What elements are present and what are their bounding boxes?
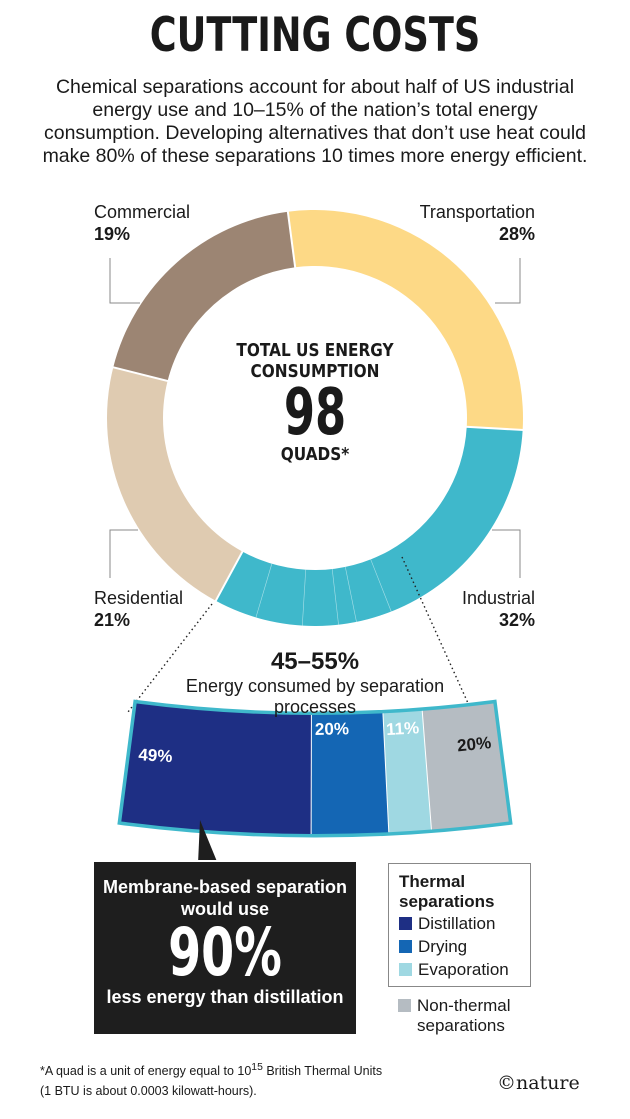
membrane-callout: Membrane-based separation would use 90% … <box>94 862 356 1034</box>
arc-segment-divider <box>421 710 432 830</box>
arc-segment-drying <box>311 713 389 834</box>
separation-description: Energy consumed by separation processes <box>185 676 445 717</box>
label-transportation: Transportation 28% <box>420 201 535 245</box>
industrial-sub-tick <box>331 568 339 625</box>
footnote-line1-post: British Thermal Units <box>262 1064 383 1079</box>
legend-swatch-nonthermal <box>398 999 411 1012</box>
legend-item-evaporation: Evaporation <box>399 958 520 981</box>
donut-slice-transportation <box>287 210 523 430</box>
legend-swatch-distillation <box>399 917 412 930</box>
donut-center-value: 98 <box>283 376 347 450</box>
industrial-sub-tick <box>370 559 392 612</box>
donut-center-title: TOTAL US ENERGY CONSUMPTION <box>236 340 394 382</box>
arc-segment-label: 11% <box>386 718 420 739</box>
leader-line <box>492 529 521 578</box>
footnote-line2: (1 BTU is about 0.0003 kilowatt-hours). <box>40 1084 257 1099</box>
donut-slice-industrial <box>215 426 523 626</box>
legend-label-drying: Drying <box>418 937 468 956</box>
arc-segment-divider <box>382 713 390 833</box>
label-residential: Residential 21% <box>94 587 183 631</box>
donut-center: TOTAL US ENERGY CONSUMPTION 98 QUADS* <box>215 340 415 465</box>
footnote: *A quad is a unit of energy equal to 101… <box>40 1058 382 1101</box>
legend-swatch-evaporation <box>399 963 412 976</box>
label-residential-pct: 21% <box>94 610 131 630</box>
label-transportation-name: Transportation <box>419 202 535 222</box>
footnote-exponent: 15 <box>251 1062 263 1073</box>
page-title: CUTTING COSTS <box>149 8 481 63</box>
industrial-sub-tick <box>345 566 357 622</box>
donut-divider <box>465 425 524 432</box>
arc-segment-label: 20% <box>456 733 492 755</box>
donut-divider <box>214 550 244 603</box>
industrial-sub-tick <box>255 563 273 618</box>
donut-divider <box>286 210 297 269</box>
arc-segment-evaporation <box>382 710 432 833</box>
zoom-dotted-line <box>127 603 213 713</box>
intro-text: Chemical separations account for about h… <box>42 76 588 167</box>
energy-chart: 49% 20% 11% 20% <box>106 210 524 860</box>
legend-box: Thermal separations Distillation Drying … <box>388 863 531 987</box>
label-residential-name: Residential <box>94 588 184 608</box>
nature-logo: ©nature <box>497 1072 580 1094</box>
footnote-line1-pre: *A quad is a unit of energy equal to 10 <box>40 1064 252 1079</box>
legend-item-nonthermal: Non-thermal separations <box>398 996 537 1036</box>
legend-label-evaporation: Evaporation <box>418 960 509 979</box>
legend-label-nonthermal: Non-thermal separations <box>417 996 511 1035</box>
callout-line3: less energy than distillation <box>106 987 344 1007</box>
label-industrial-name: Industrial <box>461 588 535 608</box>
separation-summary: 45–55% Energy consumed by separation pro… <box>160 648 470 718</box>
donut-center-unit: QUADS* <box>280 444 350 465</box>
legend-item-distillation: Distillation <box>399 912 520 935</box>
legend-label-distillation: Distillation <box>418 914 496 933</box>
arc-segment-label: 20% <box>315 719 349 739</box>
legend-item-drying: Drying <box>399 935 520 958</box>
donut-slice-residential <box>106 367 243 601</box>
arc-segment-distillation <box>121 703 312 834</box>
separation-range: 45–55% <box>270 648 360 675</box>
footnote-line1: *A quad is a unit of energy equal to 101… <box>40 1058 382 1081</box>
label-industrial-pct: 32% <box>498 610 535 630</box>
label-commercial-pct: 19% <box>94 224 131 244</box>
callout-pointer-icon <box>198 820 217 860</box>
donut-slice-commercial <box>113 211 296 381</box>
leader-lines <box>109 258 521 578</box>
arc-segment-label: 49% <box>138 745 173 766</box>
label-commercial: Commercial 19% <box>94 201 190 245</box>
donut-divider <box>112 366 169 383</box>
legend-swatch-drying <box>399 940 412 953</box>
legend-heading: Thermal separations <box>399 872 495 911</box>
arc-segment-non-thermal-separations <box>422 703 509 830</box>
leader-line <box>109 258 140 304</box>
leader-line <box>495 258 521 304</box>
leader-line <box>109 529 138 578</box>
callout-line1: Membrane-based separation would use <box>102 877 348 919</box>
callout-big-number: 90% <box>168 914 282 991</box>
zoom-dotted-line <box>401 556 473 713</box>
label-transportation-pct: 28% <box>498 224 535 244</box>
label-commercial-name: Commercial <box>94 202 191 222</box>
industrial-sub-tick <box>302 569 307 626</box>
label-industrial: Industrial 32% <box>462 587 535 631</box>
donut-chart <box>106 210 524 626</box>
separation-arc-bar: 49% 20% 11% 20% <box>117 699 513 860</box>
